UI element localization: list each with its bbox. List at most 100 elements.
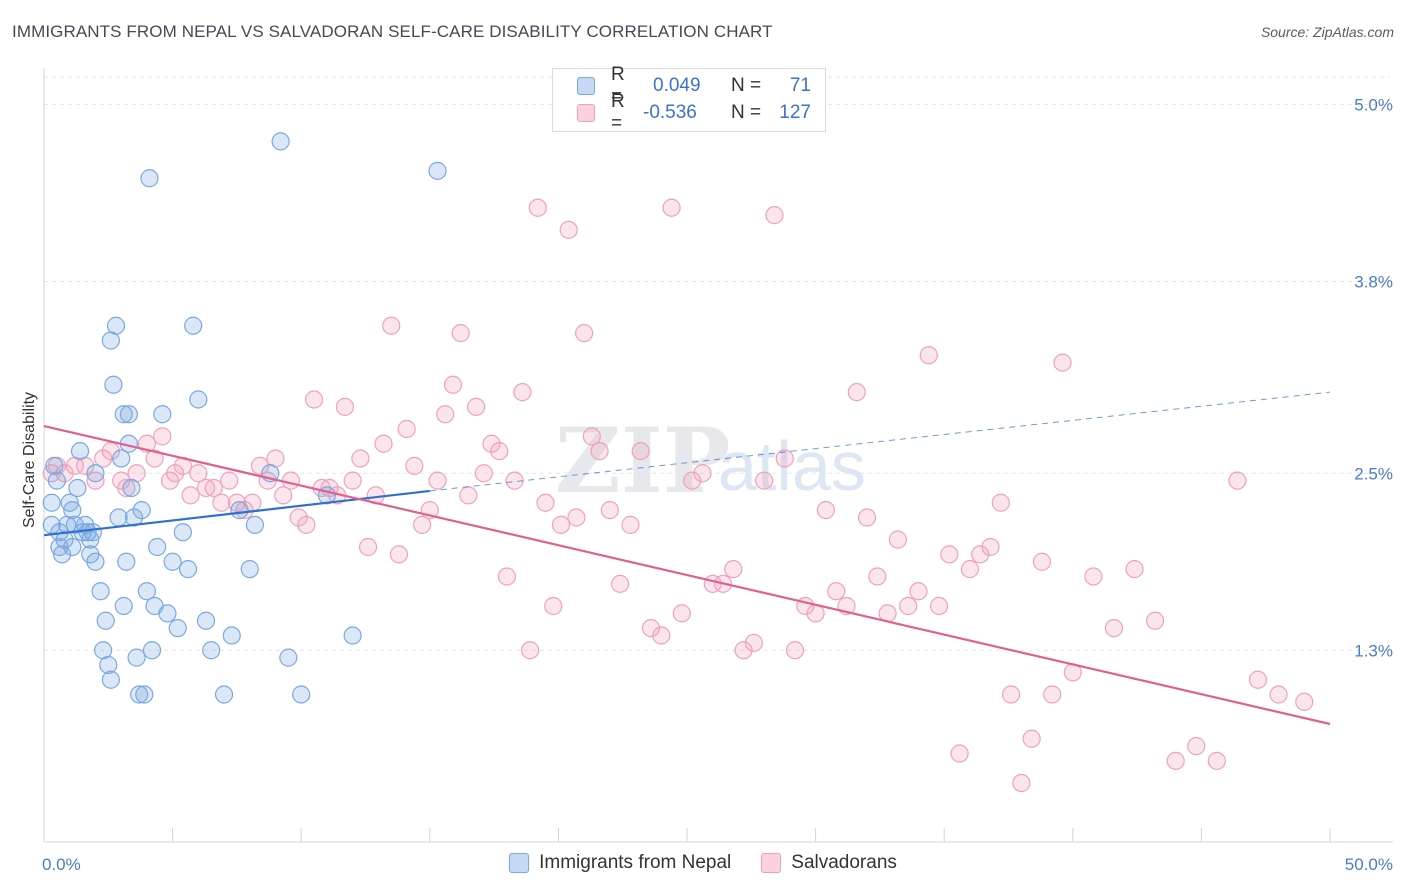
- salvadoran-point: [220, 471, 239, 490]
- salvadoran-point: [1125, 560, 1144, 579]
- salvadoran-point: [397, 419, 416, 439]
- salvadoran-point: [785, 641, 805, 660]
- legend-row-nepal: R = 0.049 N = 71: [577, 64, 811, 107]
- salvadoran-point: [734, 641, 753, 660]
- tick-labels: 1.3% 2.5% 3.8% 5.0% 0.0% 50.0%: [42, 96, 1393, 875]
- salvadoran-point: [521, 641, 540, 660]
- salvadoran-point: [297, 515, 316, 534]
- nepal-points: [42, 132, 447, 704]
- salvadoran-trend-line: [43, 424, 1331, 726]
- nepal-point: [279, 648, 298, 667]
- salvadoran-point: [755, 471, 774, 490]
- chart-title: IMMIGRANTS FROM NEPAL VS SALVADORAN SELF…: [12, 22, 773, 41]
- salvadoran-point: [281, 471, 301, 490]
- nepal-point: [153, 405, 172, 424]
- y-tick-label: 3.8%: [1354, 273, 1393, 292]
- y-tick-label: 1.3%: [1354, 641, 1393, 660]
- salvadoran-point: [582, 427, 601, 446]
- watermark-atlas: atlas: [718, 427, 866, 505]
- salvadoran-point: [960, 560, 980, 579]
- nepal-point: [114, 405, 133, 424]
- salvadoran-point: [412, 515, 432, 534]
- salvadoran-point: [950, 744, 969, 763]
- salvadoran-point: [1012, 773, 1031, 793]
- source-label: Source: ZipAtlas.com: [1260, 24, 1394, 40]
- salvadoran-point: [189, 464, 208, 483]
- trend-lines: [43, 391, 1331, 726]
- salvadoran-point: [971, 545, 990, 564]
- r-label: R =: [611, 91, 625, 134]
- nepal-point: [148, 537, 167, 557]
- salvadoran-legend-swatch: [761, 853, 782, 873]
- nepal-point: [122, 478, 141, 498]
- salvadoran-point: [621, 515, 640, 534]
- salvadoran-point: [1043, 685, 1062, 704]
- salvadoran-point: [575, 324, 594, 343]
- salvadoran-point: [1207, 751, 1226, 770]
- nepal-point: [137, 582, 156, 601]
- nepal-point: [163, 552, 182, 571]
- salvadoran-point: [304, 390, 324, 409]
- salvadoran-point: [466, 397, 486, 416]
- salvadoran-point: [590, 442, 609, 461]
- salvadoran-point: [1104, 619, 1124, 638]
- nepal-point: [112, 449, 131, 468]
- correlation-legend: R = 0.049 N = 71 R = -0.536 N = 127: [552, 64, 826, 134]
- nepal-legend-swatch: [509, 853, 530, 873]
- series-legend: Immigrants from Nepal Salvadorans: [0, 852, 1406, 874]
- salvadoran-point: [86, 471, 105, 490]
- salvadoran-point: [693, 464, 712, 483]
- y-tick-label: 2.5%: [1354, 464, 1393, 483]
- salvadoran-point: [536, 493, 555, 512]
- salvadoran-point: [1084, 567, 1103, 586]
- nepal-point: [142, 641, 162, 660]
- nepal-point: [245, 515, 265, 534]
- nepal-point: [124, 508, 144, 527]
- salvadoran-point: [868, 567, 887, 586]
- nepal-point: [63, 537, 82, 557]
- nepal-point: [101, 670, 120, 689]
- salvadoran-point: [1166, 751, 1185, 770]
- salvadoran-point: [544, 596, 563, 616]
- salvadoran-point: [631, 442, 650, 461]
- salvadoran-point: [204, 478, 223, 498]
- salvadoran-point: [428, 471, 447, 490]
- salvadoran-point: [358, 537, 378, 557]
- salvadoran-point: [806, 604, 825, 623]
- nepal-point: [63, 501, 82, 520]
- salvadoran-point: [451, 324, 470, 343]
- salvadoran-point: [816, 501, 835, 520]
- salvadoran-point: [724, 560, 743, 579]
- salvadoran-point: [672, 604, 691, 623]
- y-tick-label: 5.0%: [1354, 96, 1393, 115]
- nepal-point: [42, 493, 61, 512]
- salvadoran-point: [343, 471, 362, 490]
- salvadoran-point: [513, 383, 532, 402]
- salvadoran-point: [436, 405, 455, 424]
- r-value: 0.049: [653, 75, 701, 96]
- salvadoran-point: [765, 206, 784, 225]
- nepal-point: [86, 552, 105, 571]
- salvadoran-point: [497, 567, 517, 586]
- n-value: 71: [789, 75, 811, 96]
- nepal-point: [189, 390, 208, 409]
- nepal-trend-extension: [429, 391, 1331, 492]
- nepal-point: [86, 464, 105, 483]
- salvadoran-point: [166, 464, 185, 483]
- salvadoran-point: [94, 449, 113, 468]
- y-axis-label: Self-Care Disability: [21, 391, 38, 529]
- salvadoran-point: [559, 220, 578, 239]
- salvadoran-point: [289, 508, 308, 527]
- salvadoran-point: [1022, 729, 1041, 748]
- salvadoran-point: [250, 456, 270, 475]
- salvadoran-point: [909, 582, 928, 601]
- salvadoran-point: [1187, 737, 1206, 756]
- nepal-point: [52, 545, 72, 564]
- n-label: N =: [731, 75, 762, 96]
- salvadoran-point: [940, 545, 959, 564]
- salvadoran-point: [351, 449, 370, 468]
- salvadoran-point: [1032, 552, 1052, 571]
- nepal-point: [202, 641, 221, 660]
